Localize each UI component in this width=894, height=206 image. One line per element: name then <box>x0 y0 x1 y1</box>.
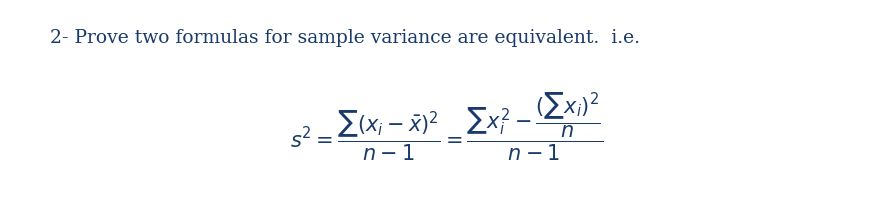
Text: 2- Prove two formulas for sample variance are equivalent.  i.e.: 2- Prove two formulas for sample varianc… <box>50 29 640 47</box>
Text: $s^2 = \dfrac{\sum(x_i - \bar{x})^2}{n-1} = \dfrac{\sum x_i^2 - \dfrac{(\sum x_i: $s^2 = \dfrac{\sum(x_i - \bar{x})^2}{n-1… <box>291 91 603 163</box>
